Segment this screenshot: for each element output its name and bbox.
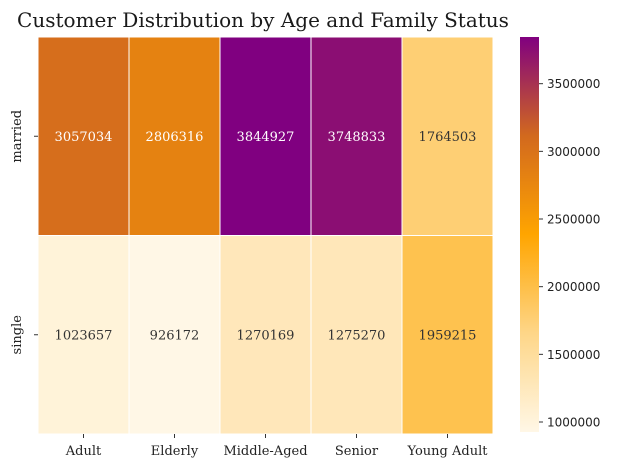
colorbar-tick-label: 1500000 [547, 348, 600, 362]
cell-value-label: 2806316 [146, 130, 204, 145]
heatmap-cell [128, 36, 221, 236]
colorbar-tick-label: 2500000 [547, 213, 600, 227]
heatmap-cell [401, 36, 494, 236]
colorbar-tick-label: 2000000 [547, 280, 600, 294]
colorbar-tick-label: 1000000 [547, 416, 600, 430]
x-tick-label: Senior [335, 444, 379, 459]
x-tick-label: Adult [65, 444, 102, 459]
x-axis: Adult Elderly Middle-Aged Senior Young Adult [65, 434, 488, 459]
cell-value-label: 1764503 [419, 130, 477, 145]
y-tick-label: single [10, 315, 25, 355]
x-tick-label: Middle-Aged [223, 444, 307, 459]
colorbar-tick-label: 3000000 [547, 145, 600, 159]
cell-value-label: 1023657 [55, 328, 113, 343]
heatmap-cell [37, 36, 130, 236]
colorbar-gradient [520, 37, 539, 432]
heatmap-cell [219, 235, 312, 435]
y-axis: married single [10, 110, 38, 355]
cell-value-label: 1270169 [237, 328, 295, 343]
cell-value-label: 1275270 [328, 328, 386, 343]
x-tick-label: Young Adult [407, 444, 489, 459]
heatmap-cell [401, 235, 494, 435]
cell-value-label: 3844927 [237, 130, 295, 145]
cell-value-label: 1959215 [419, 328, 477, 343]
y-tick-label: married [10, 110, 25, 163]
cell-value-label: 926172 [150, 328, 200, 343]
heatmap-cell [219, 36, 312, 236]
chart-title: Customer Distribution by Age and Family … [17, 8, 509, 32]
x-tick-label: Elderly [151, 444, 199, 459]
colorbar: 1000000 1500000 2000000 2500000 3000000 35000… [520, 37, 600, 432]
cell-value-label: 3057034 [55, 130, 113, 145]
heatmap-cell [310, 36, 403, 236]
heatmap-cells: 3057034 2806316 3844927 3748833 1764503 10236… [37, 36, 494, 435]
heatmap-cell [37, 235, 130, 435]
colorbar-tick-label: 3500000 [547, 77, 600, 91]
cell-value-label: 3748833 [328, 130, 386, 145]
